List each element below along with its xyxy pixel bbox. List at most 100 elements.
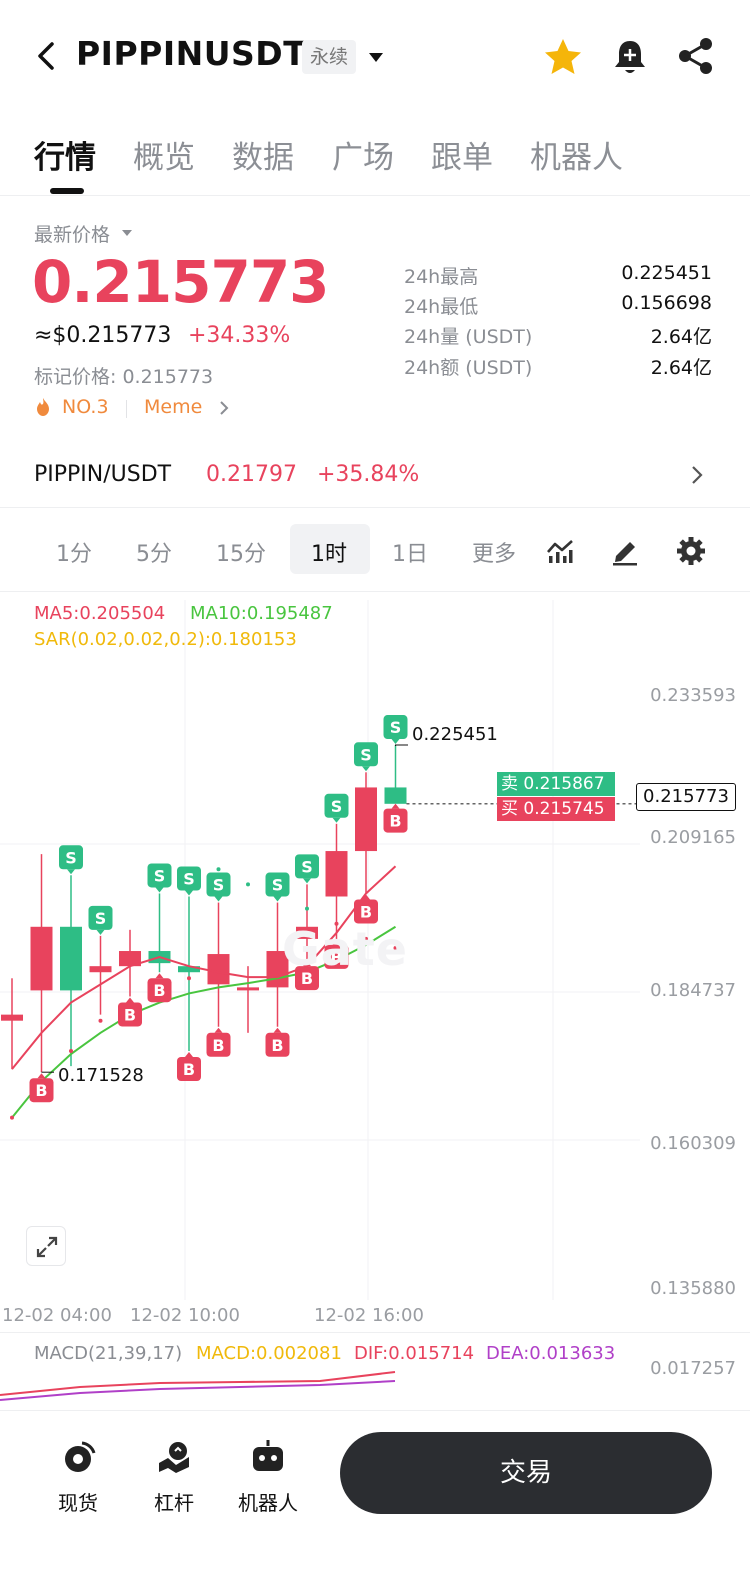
macd-lines [0, 1371, 396, 1401]
sell-signal-marker [265, 872, 290, 897]
signal-pointer [273, 1027, 282, 1033]
signal-label: B [301, 969, 313, 988]
spot-pair-row[interactable]: PIPPIN/USDT 0.21797 +35.84% [0, 448, 750, 508]
rank-badge[interactable]: NO.3 [62, 396, 109, 418]
bot-label[interactable]: 机器人 [238, 1491, 298, 1515]
tab-data[interactable]: 数据 [232, 140, 294, 176]
candle-body [30, 926, 53, 991]
signal-label: B [212, 1036, 224, 1055]
active-timeframe-highlight [290, 524, 370, 574]
buy-signal-marker [147, 978, 172, 1003]
signal-pointer [214, 1027, 223, 1033]
sar-dot [305, 906, 309, 911]
candle-body [355, 787, 377, 852]
gear-icon[interactable] [676, 536, 706, 566]
signal-pointer [155, 887, 164, 893]
high-leader-line [395, 744, 408, 747]
indicator-icon[interactable] [546, 538, 574, 564]
y-axis-label: 0.135880 [650, 1278, 736, 1299]
contract-type-badge[interactable]: 永续 [302, 40, 357, 74]
signal-pointer [303, 878, 311, 884]
margin-label[interactable]: 杠杆 [154, 1491, 194, 1515]
timeframe-1h[interactable]: 1时 [311, 542, 347, 567]
tab-market[interactable]: 行情 [34, 140, 96, 176]
chevron-right-icon[interactable] [218, 400, 230, 416]
signal-pointer [362, 894, 370, 900]
ma5-line [11, 865, 397, 1070]
category-tag[interactable]: Meme [144, 396, 203, 418]
stat-label: 24h量 (USDT) [404, 326, 533, 348]
sell-signal-marker [383, 715, 408, 740]
signal-label: B [124, 1005, 136, 1024]
active-tab-indicator [50, 188, 84, 194]
signal-pointer [332, 939, 341, 945]
star-icon[interactable] [542, 36, 584, 78]
header: PIPPINUSDT 永续 [0, 0, 750, 110]
spot-icon[interactable] [60, 1439, 96, 1475]
tab-copy-trade[interactable]: 跟单 [431, 140, 493, 176]
signal-pointer [37, 1073, 46, 1079]
mark-price: 标记价格: 0.215773 [34, 366, 214, 388]
expand-icon [36, 1236, 58, 1258]
buy-signal-marker [177, 1056, 201, 1081]
stat-value: 0.156698 [621, 292, 712, 314]
signal-pointer [126, 997, 134, 1003]
sell-signal-marker [177, 866, 201, 891]
stat-label: 24h额 (USDT) [404, 357, 533, 379]
caret-down-icon[interactable] [121, 229, 133, 237]
timeframe-15m[interactable]: 15分 [216, 542, 266, 567]
y-axis-label: 0.184737 [650, 980, 736, 1001]
macd-axis-label: 0.017257 [650, 1358, 736, 1379]
latest-price-label[interactable]: 最新价格 [34, 224, 111, 246]
symbol-title[interactable]: PIPPINUSDT [76, 34, 307, 73]
spot-label[interactable]: 现货 [58, 1491, 98, 1515]
timeframe-1d[interactable]: 1日 [392, 542, 428, 567]
macd-panel: MACD(21,39,17) MACD:0.002081 DIF:0.01571… [0, 1332, 750, 1410]
buy-signal-marker [324, 944, 349, 969]
signal-label: S [272, 876, 284, 895]
timeframe-bar: 1分 5分 15分 1时 1日 更多 [0, 510, 750, 592]
bell-plus-icon[interactable] [610, 36, 650, 78]
change-percent: +34.33% [188, 323, 291, 348]
caret-down-icon[interactable] [366, 50, 386, 64]
buy-signal-marker [118, 1002, 142, 1027]
buy-signal-marker [29, 1078, 54, 1103]
expand-chart-button[interactable] [26, 1226, 66, 1266]
margin-icon[interactable] [156, 1439, 192, 1475]
timeframe-more[interactable]: 更多 [472, 542, 517, 567]
bid-price-tag: 买 0.215745 [497, 797, 615, 821]
candle-body [384, 787, 407, 804]
signal-label: B [271, 1036, 283, 1055]
y-axis-label: 0.233593 [650, 685, 736, 706]
signal-label: S [331, 797, 343, 816]
tab-overview[interactable]: 概览 [133, 140, 195, 176]
candle-body [296, 926, 318, 939]
share-icon[interactable] [676, 36, 716, 76]
candle-body [119, 951, 141, 967]
trade-button[interactable]: 交易 [340, 1432, 712, 1514]
spot-price: 0.21797 [206, 462, 297, 487]
signal-label: B [360, 902, 372, 921]
last-price: 0.215773 [32, 248, 330, 316]
sar-dot [364, 936, 368, 941]
tab-square[interactable]: 广场 [332, 140, 394, 176]
fire-icon [37, 398, 49, 416]
sell-signal-marker [354, 742, 378, 767]
usd-price: ≈$0.215773 [34, 323, 172, 348]
signal-label: S [213, 876, 225, 895]
robot-icon[interactable] [250, 1439, 286, 1475]
back-icon[interactable] [28, 34, 68, 78]
signal-pointer [67, 869, 75, 875]
chevron-right-icon[interactable] [690, 464, 704, 486]
timeframe-1m[interactable]: 1分 [56, 542, 92, 567]
tab-bots[interactable]: 机器人 [530, 140, 623, 176]
timeframe-5m[interactable]: 5分 [136, 542, 172, 567]
spot-change: +35.84% [317, 462, 420, 487]
candle-body [237, 987, 259, 991]
signal-label: S [301, 857, 313, 876]
macd-name: MACD(21,39,17) [34, 1343, 183, 1364]
x-axis-label: 12-02 04:00 [2, 1305, 112, 1326]
signal-label: B [330, 948, 342, 967]
draw-pen-icon[interactable] [610, 536, 640, 566]
